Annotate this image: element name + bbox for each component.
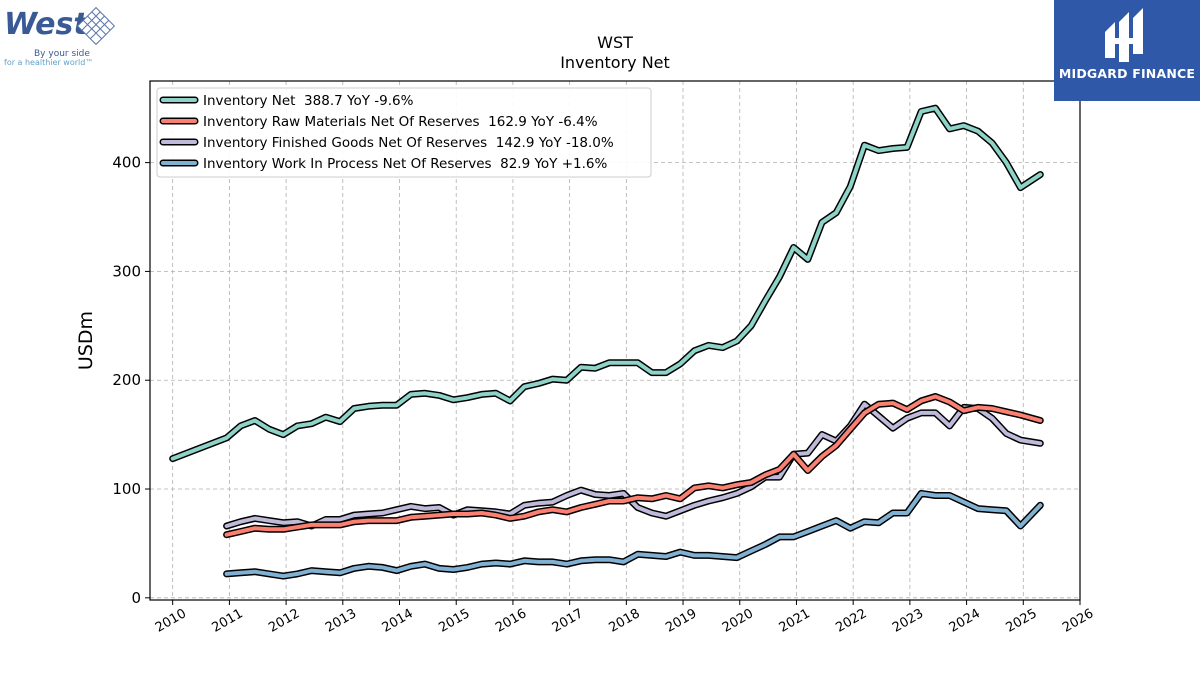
x-tick-label: 2013 xyxy=(323,606,359,636)
series-line xyxy=(170,106,1043,461)
y-tick-label: 300 xyxy=(112,262,141,280)
y-tick-label: 0 xyxy=(131,589,141,607)
x-tick-label: 2010 xyxy=(153,606,189,636)
series-line xyxy=(224,394,1043,537)
x-tick-label: 2025 xyxy=(1003,606,1039,636)
x-tick-label: 2011 xyxy=(210,606,246,636)
x-tick-label: 2024 xyxy=(947,606,983,636)
x-tick-label: 2014 xyxy=(380,606,416,636)
west-logo: West By your side for a healthier world™ xyxy=(4,4,116,70)
y-tick-label: 200 xyxy=(112,371,141,389)
x-tick-label: 2018 xyxy=(607,606,643,636)
legend-label: Inventory Work In Process Net Of Reserve… xyxy=(203,156,608,172)
x-tick-label: 2016 xyxy=(493,606,529,636)
x-tick-label: 2020 xyxy=(720,606,756,636)
series-line xyxy=(224,491,1043,579)
x-tick-label: 2022 xyxy=(833,606,869,636)
y-tick-label: 400 xyxy=(112,154,141,172)
x-tick-label: 2012 xyxy=(266,606,302,636)
y-tick-label: 100 xyxy=(112,480,141,498)
west-logo-tagline-1: By your side xyxy=(34,49,90,59)
x-tick-label: 2015 xyxy=(436,606,472,636)
legend-label: Inventory Net 388.7 YoY -9.6% xyxy=(203,93,414,109)
y-axis-label: USDm xyxy=(75,311,97,370)
chart-ticker: WST xyxy=(597,33,633,52)
plot-frame xyxy=(149,80,1081,601)
west-logo-tagline-2: for a healthier world™ xyxy=(4,58,93,67)
legend-box xyxy=(156,87,652,178)
midgard-emblem-icon xyxy=(1105,8,1143,62)
midgard-finance-logo: MIDGARD FINANCE xyxy=(1054,0,1200,101)
midgard-brand-name: MIDGARD FINANCE xyxy=(1058,66,1196,81)
x-tick-label: 2023 xyxy=(890,606,926,636)
x-tick-label: 2017 xyxy=(550,606,586,636)
x-tick-label: 2026 xyxy=(1060,606,1096,636)
x-tick-label: 2019 xyxy=(663,606,699,636)
x-tick-label: 2021 xyxy=(777,606,813,636)
chart-title: Inventory Net xyxy=(560,53,670,72)
legend-label: Inventory Raw Materials Net Of Reserves … xyxy=(203,114,598,130)
legend-label: Inventory Finished Goods Net Of Reserves… xyxy=(203,135,614,151)
west-logo-wordmark: West xyxy=(4,7,89,42)
